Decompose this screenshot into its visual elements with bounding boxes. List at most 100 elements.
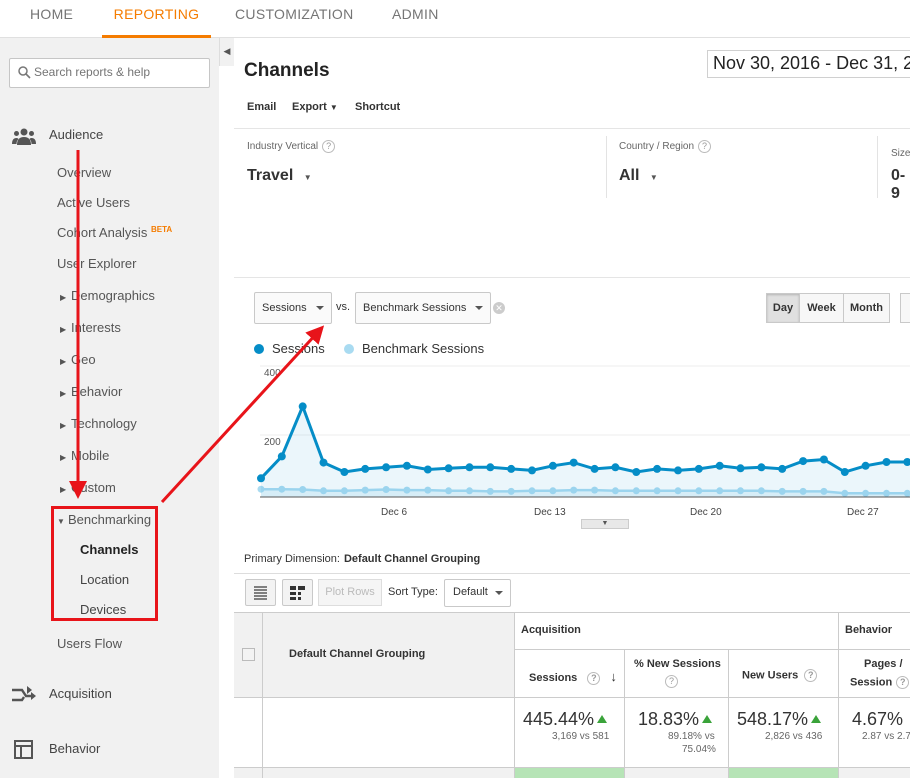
data-point[interactable]	[320, 487, 327, 495]
data-point[interactable]	[632, 487, 640, 495]
data-point[interactable]	[819, 455, 828, 464]
help-icon[interactable]: ?	[698, 140, 712, 153]
data-point[interactable]	[466, 487, 473, 495]
data-point[interactable]	[444, 464, 453, 473]
data-point[interactable]	[694, 464, 703, 473]
data-point[interactable]	[862, 489, 870, 497]
data-point[interactable]	[382, 463, 391, 472]
data-point[interactable]	[611, 463, 620, 472]
col-header-sessions[interactable]: Sessions? ↓	[529, 669, 617, 685]
help-icon[interactable]: ?	[896, 676, 910, 689]
data-point[interactable]	[423, 465, 432, 474]
data-point[interactable]	[883, 489, 890, 497]
dimension-header[interactable]: Default Channel Grouping	[289, 648, 426, 660]
date-range-picker[interactable]: Nov 30, 2016 - Dec 31, 2016	[707, 50, 910, 78]
data-point[interactable]	[861, 461, 870, 470]
sidebar-item-geo[interactable]: ▶ Geo	[60, 352, 96, 367]
sidebar-item-user-explorer[interactable]: User Explorer	[57, 256, 137, 271]
data-point[interactable]	[778, 487, 786, 495]
remove-compare-icon[interactable]: ✕	[493, 302, 505, 314]
data-point[interactable]	[570, 486, 578, 494]
data-point[interactable]	[737, 487, 744, 495]
data-point[interactable]	[695, 487, 703, 495]
data-point[interactable]	[757, 487, 765, 495]
data-point[interactable]	[903, 489, 910, 497]
chart-type-button[interactable]	[900, 293, 910, 323]
search-box[interactable]	[9, 58, 210, 88]
data-point[interactable]	[465, 463, 474, 472]
day-button[interactable]: Day	[766, 293, 800, 323]
data-point[interactable]	[340, 487, 348, 495]
data-point[interactable]	[841, 489, 849, 497]
data-point[interactable]	[277, 452, 286, 461]
select-all-checkbox[interactable]	[242, 648, 255, 661]
sidebar-item-behavior[interactable]: ▶ Behavior	[60, 384, 122, 399]
primary-dimension-value[interactable]: Default Channel Grouping	[343, 553, 481, 565]
sidebar-subitem-location[interactable]: Location	[80, 572, 130, 587]
sidebar-item-active-users[interactable]: Active Users	[57, 195, 130, 210]
data-point[interactable]	[591, 486, 599, 494]
data-point[interactable]	[298, 402, 307, 411]
col-header-new-sessions[interactable]: % New Sessions	[634, 658, 721, 670]
data-point[interactable]	[486, 463, 495, 472]
help-icon[interactable]: ?	[665, 675, 678, 688]
data-point[interactable]	[715, 461, 724, 470]
collapse-sidebar-button[interactable]: ◀	[219, 38, 234, 66]
data-point[interactable]	[507, 487, 515, 495]
data-point[interactable]	[382, 486, 390, 493]
size-select[interactable]: 0-9	[891, 167, 906, 202]
data-point[interactable]	[548, 461, 557, 470]
help-icon[interactable]: ?	[804, 669, 818, 682]
data-point[interactable]	[882, 458, 891, 466]
data-point[interactable]	[257, 474, 265, 483]
data-point[interactable]	[799, 457, 808, 466]
data-point[interactable]	[361, 486, 369, 494]
table-view-button[interactable]	[245, 579, 276, 606]
data-point[interactable]	[402, 461, 411, 470]
tab-home[interactable]: HOME	[30, 6, 74, 22]
email-button[interactable]: Email	[247, 101, 277, 113]
data-point[interactable]	[757, 463, 766, 472]
data-point[interactable]	[403, 486, 411, 494]
sidebar-item-cohort-analysis[interactable]: Cohort Analysis BETA	[57, 225, 172, 240]
data-point[interactable]	[507, 464, 516, 473]
tab-admin[interactable]: ADMIN	[392, 6, 439, 22]
industry-vertical-select[interactable]: Travel ▼	[247, 167, 312, 185]
data-point[interactable]	[736, 464, 745, 473]
sidebar-item-interests[interactable]: ▶ Interests	[60, 320, 121, 335]
help-icon[interactable]: ?	[322, 140, 336, 153]
search-input[interactable]	[34, 65, 204, 79]
data-point[interactable]	[424, 486, 432, 494]
sidebar-item-demographics[interactable]: ▶ Demographics	[60, 288, 155, 303]
data-point[interactable]	[528, 466, 536, 475]
sidebar-item-benchmarking[interactable]: ▼ Benchmarking	[57, 512, 151, 527]
sidebar-item-technology[interactable]: ▶ Technology	[60, 416, 137, 431]
data-point[interactable]	[820, 487, 828, 495]
data-point[interactable]	[340, 468, 349, 476]
data-point[interactable]	[549, 487, 557, 495]
data-point[interactable]	[653, 464, 662, 473]
data-point[interactable]	[799, 487, 807, 495]
data-point[interactable]	[674, 487, 682, 495]
sidebar-item-custom[interactable]: ▶ Custom	[60, 480, 116, 495]
pivot-view-button[interactable]	[282, 579, 313, 606]
data-point[interactable]	[674, 466, 682, 475]
plot-rows-button[interactable]: Plot Rows	[318, 579, 382, 606]
data-point[interactable]	[445, 487, 453, 495]
shortcut-button[interactable]: Shortcut	[355, 101, 401, 113]
data-point[interactable]	[653, 487, 661, 495]
sidebar-item-mobile[interactable]: ▶ Mobile	[60, 448, 109, 463]
data-point[interactable]	[361, 464, 370, 473]
data-point[interactable]	[611, 487, 619, 495]
sort-type-select[interactable]: Default	[444, 579, 511, 607]
export-button[interactable]: Export ▼	[292, 101, 338, 113]
sidebar-subitem-devices[interactable]: Devices	[80, 602, 127, 617]
data-point[interactable]	[486, 487, 494, 495]
sidebar-subitem-channels[interactable]: Channels	[80, 542, 139, 557]
col-header-new-users[interactable]: New Users?	[742, 669, 818, 682]
data-point[interactable]	[569, 458, 578, 467]
col-header-pages-session-line2[interactable]: Session?	[850, 676, 910, 689]
tab-customization[interactable]: CUSTOMIZATION	[235, 6, 354, 22]
data-point[interactable]	[528, 487, 536, 495]
data-point[interactable]	[632, 468, 641, 476]
